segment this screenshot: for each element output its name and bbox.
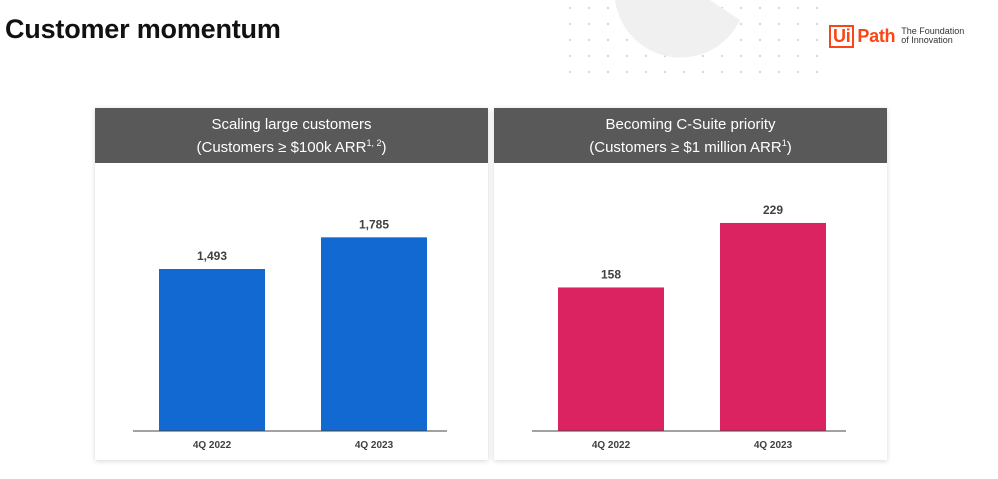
chart-panel-c-suite: Becoming C-Suite priority (Customers ≥ $… — [494, 108, 887, 460]
logo-wordmark: Ui Path — [829, 24, 896, 48]
bar-value-label: 1,785 — [359, 217, 389, 231]
logo-path-text: Path — [857, 25, 896, 46]
logo-ui-box: Ui — [829, 24, 855, 48]
bar-value-label: 1,493 — [197, 249, 227, 263]
chart-title: Becoming C-Suite priority — [605, 115, 776, 133]
x-tick-label: 4Q 2023 — [355, 440, 394, 451]
bar-0 — [558, 287, 664, 431]
chart-title: Scaling large customers — [211, 115, 372, 133]
uipath-logo: Ui Path The Foundation of Innovation — [829, 21, 964, 51]
x-tick-label: 4Q 2022 — [193, 440, 232, 451]
bar-1 — [321, 237, 427, 431]
logo-tagline-line-2: of Innovation — [901, 35, 953, 45]
x-tick-label: 4Q 2022 — [592, 440, 631, 451]
bar-value-label: 158 — [601, 267, 621, 281]
chart-subtitle: (Customers ≥ $100k ARR1, 2) — [196, 137, 387, 156]
bar-chart-c-suite: 158 4Q 2022 229 4Q 2023 — [532, 203, 846, 451]
decorative-dot-pattern — [568, 0, 819, 74]
page-title: Customer momentum — [5, 14, 281, 44]
chart-panel-large-customers: Scaling large customers (Customers ≥ $10… — [95, 108, 488, 460]
logo-tagline-line-1: The Foundation — [901, 26, 965, 36]
bar-value-label: 229 — [763, 203, 783, 217]
chart-header: Scaling large customers (Customers ≥ $10… — [95, 108, 488, 163]
x-tick-label: 4Q 2023 — [754, 440, 793, 451]
bar-1 — [720, 222, 826, 431]
chart-header: Becoming C-Suite priority (Customers ≥ $… — [494, 108, 887, 163]
bar-0 — [159, 269, 265, 431]
bar-chart-large-customers: 1,493 4Q 2022 1,785 4Q 2023 — [133, 217, 447, 451]
logo-tagline: The Foundation of Innovation — [901, 27, 964, 45]
chart-subtitle: (Customers ≥ $1 million ARR1) — [589, 137, 792, 156]
